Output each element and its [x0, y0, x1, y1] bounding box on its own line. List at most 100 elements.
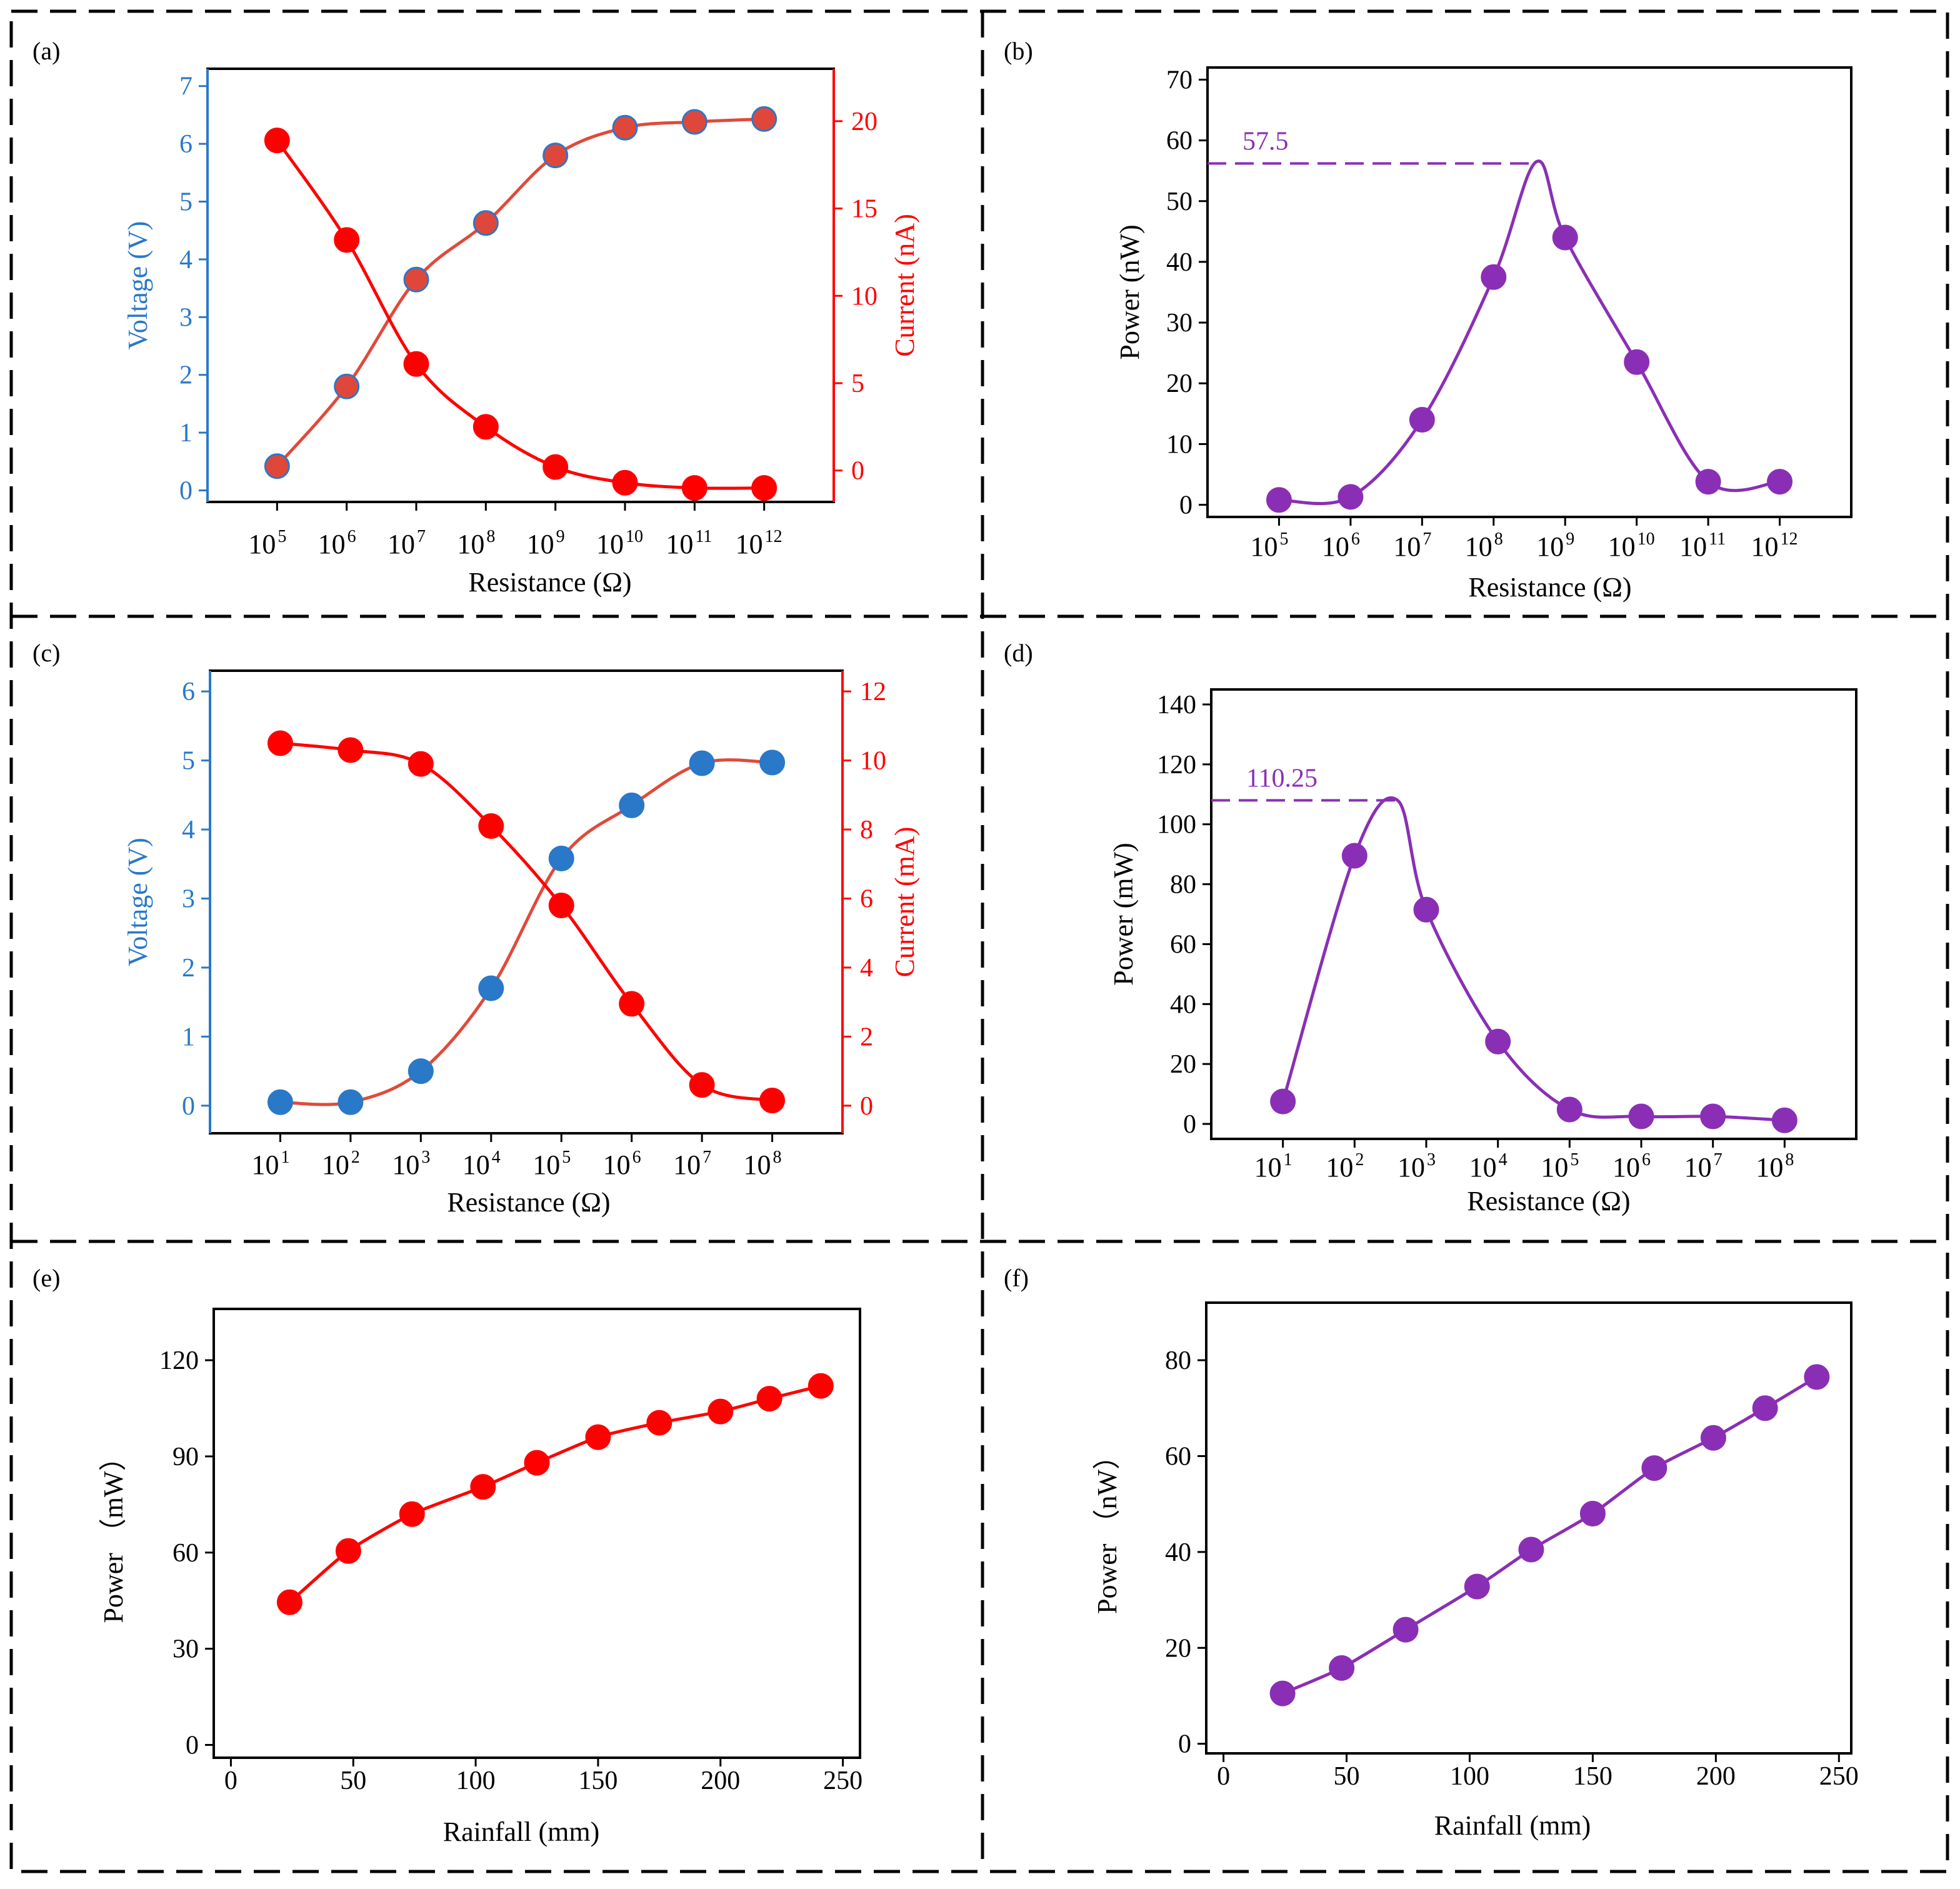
- y-tick-label: 5: [182, 747, 195, 776]
- data-point-power: [1341, 843, 1368, 869]
- x-tick-label-exponent: 6: [1642, 1150, 1651, 1170]
- x-tick-label-base: 10: [248, 529, 276, 559]
- panel-label: (e): [32, 1264, 60, 1292]
- y-right-axis-label: Current (nA): [889, 214, 920, 357]
- y-tick-label: 120: [1157, 751, 1196, 779]
- x-tick-label-base: 10: [457, 529, 484, 559]
- y-tick-label: 40: [1165, 1538, 1191, 1567]
- y-tick-label: 60: [172, 1539, 199, 1568]
- data-point-current: [478, 813, 504, 839]
- x-tick-label-base: 10: [596, 529, 624, 559]
- x-tick-label-base: 10: [527, 529, 554, 559]
- data-point-current: [334, 227, 360, 253]
- x-tick-label-base: 10: [388, 529, 415, 559]
- data-point-voltage: [759, 749, 786, 776]
- y-tick-label: 80: [1170, 871, 1196, 899]
- x-tick-label-base: 10: [1393, 531, 1421, 562]
- data-point-current: [267, 730, 293, 756]
- data-point-voltage: [548, 845, 574, 871]
- panel-e: (e) 0 50 100 150 200 250 Rainfall (mm) 0 30 60 90 12…: [32, 1264, 862, 1847]
- data-point-current: [619, 991, 645, 1017]
- y-tick-label: 30: [172, 1635, 199, 1664]
- data-point-voltage: [264, 453, 290, 479]
- y-tick-label: 40: [1166, 248, 1192, 277]
- data-point-power: [1518, 1536, 1544, 1563]
- y-tick-label: 3: [179, 303, 192, 332]
- x-tick-label-exponent: 7: [417, 527, 426, 546]
- x-tick-label-base: 10: [1322, 531, 1349, 562]
- series-line: [1279, 159, 1780, 506]
- x-tick-label-base: 10: [1612, 1152, 1640, 1183]
- x-tick-label: 250: [823, 1766, 862, 1795]
- x-tick-label-exponent: 6: [348, 527, 356, 546]
- data-point-power: [1804, 1364, 1830, 1390]
- x-tick-label: 150: [578, 1766, 618, 1795]
- data-point-voltage: [681, 109, 708, 135]
- x-tick-label-exponent: 2: [1355, 1150, 1364, 1170]
- x-tick-label-exponent: 2: [351, 1148, 360, 1167]
- data-point-current: [264, 128, 290, 154]
- data-point-voltage: [542, 143, 569, 169]
- y-tick-label: 0: [186, 1731, 199, 1760]
- data-point-power: [1329, 1655, 1355, 1681]
- data-point-power: [1269, 1680, 1296, 1706]
- data-point-current: [612, 469, 638, 496]
- data-point-voltage: [689, 750, 715, 776]
- x-tick-label-exponent: 4: [492, 1148, 501, 1167]
- data-point-power: [1700, 1103, 1726, 1130]
- plot-frame: [1205, 1301, 1852, 1755]
- x-axis-label: Resistance (Ω): [468, 567, 631, 598]
- y-right-tick-label: 0: [851, 457, 864, 486]
- data-point-power: [1767, 469, 1793, 495]
- data-point-current: [408, 751, 434, 777]
- y-tick-label: 60: [1165, 1442, 1191, 1471]
- x-tick-label: 0: [1217, 1762, 1230, 1791]
- y-tick-label: 20: [1165, 1634, 1191, 1663]
- data-point-current: [751, 475, 778, 501]
- data-point-voltage: [472, 210, 499, 236]
- panel-a: (a)10 5 10 6 10 7 10 8 10 9 10 10 10 11 10 12Resistance…: [32, 37, 920, 598]
- x-tick-label-exponent: 3: [421, 1148, 430, 1167]
- x-tick-label-base: 10: [744, 1150, 771, 1180]
- x-tick-label-exponent: 8: [773, 1148, 782, 1167]
- x-tick-label-base: 10: [532, 1150, 560, 1180]
- data-point-power: [585, 1424, 611, 1450]
- data-point-current: [403, 351, 429, 377]
- x-tick-label-exponent: 7: [1714, 1150, 1722, 1170]
- data-point-voltage: [408, 1058, 434, 1085]
- y-tick-label: 0: [1179, 491, 1192, 520]
- x-axis-label: Resistance (Ω): [447, 1187, 610, 1218]
- y-tick-label: 2: [179, 361, 192, 390]
- peak-annotation: 57.5: [1242, 128, 1289, 156]
- data-point-power: [756, 1386, 782, 1412]
- y-axis-label: Power (nW): [1114, 224, 1145, 359]
- x-tick-label-base: 10: [1326, 1152, 1353, 1183]
- y-tick-label: 90: [172, 1443, 199, 1471]
- y-tick-label: 20: [1170, 1050, 1196, 1079]
- y-right-tick-label: 12: [860, 678, 886, 706]
- x-tick-label-exponent: 8: [1785, 1150, 1794, 1170]
- y-tick-label: 7: [179, 73, 192, 101]
- x-tick-label-exponent: 8: [1494, 529, 1503, 549]
- data-point-power: [1628, 1103, 1654, 1130]
- data-point-power: [1266, 487, 1292, 513]
- x-tick-label-exponent: 7: [702, 1148, 711, 1167]
- data-point-power: [1556, 1096, 1582, 1123]
- y-tick-label: 40: [1170, 990, 1196, 1019]
- y-right-tick-label: 6: [860, 884, 873, 913]
- x-tick-label: 250: [1819, 1762, 1859, 1791]
- x-tick-label-exponent: 11: [1709, 529, 1726, 549]
- plot-frame: [212, 1308, 861, 1759]
- x-tick-label: 150: [1573, 1762, 1612, 1791]
- x-tick-label-exponent: 4: [1499, 1150, 1508, 1170]
- data-point-power: [708, 1398, 734, 1425]
- data-point-power: [276, 1589, 302, 1615]
- x-tick-label-exponent: 6: [632, 1148, 641, 1167]
- data-point-current: [472, 414, 499, 440]
- data-point-current: [689, 1072, 715, 1098]
- y-right-tick-label: 2: [860, 1023, 873, 1051]
- x-tick-label-base: 10: [1469, 1152, 1497, 1183]
- y-tick-label: 2: [182, 954, 195, 983]
- x-tick-label-base: 10: [1536, 531, 1564, 562]
- data-point-power: [1771, 1107, 1798, 1133]
